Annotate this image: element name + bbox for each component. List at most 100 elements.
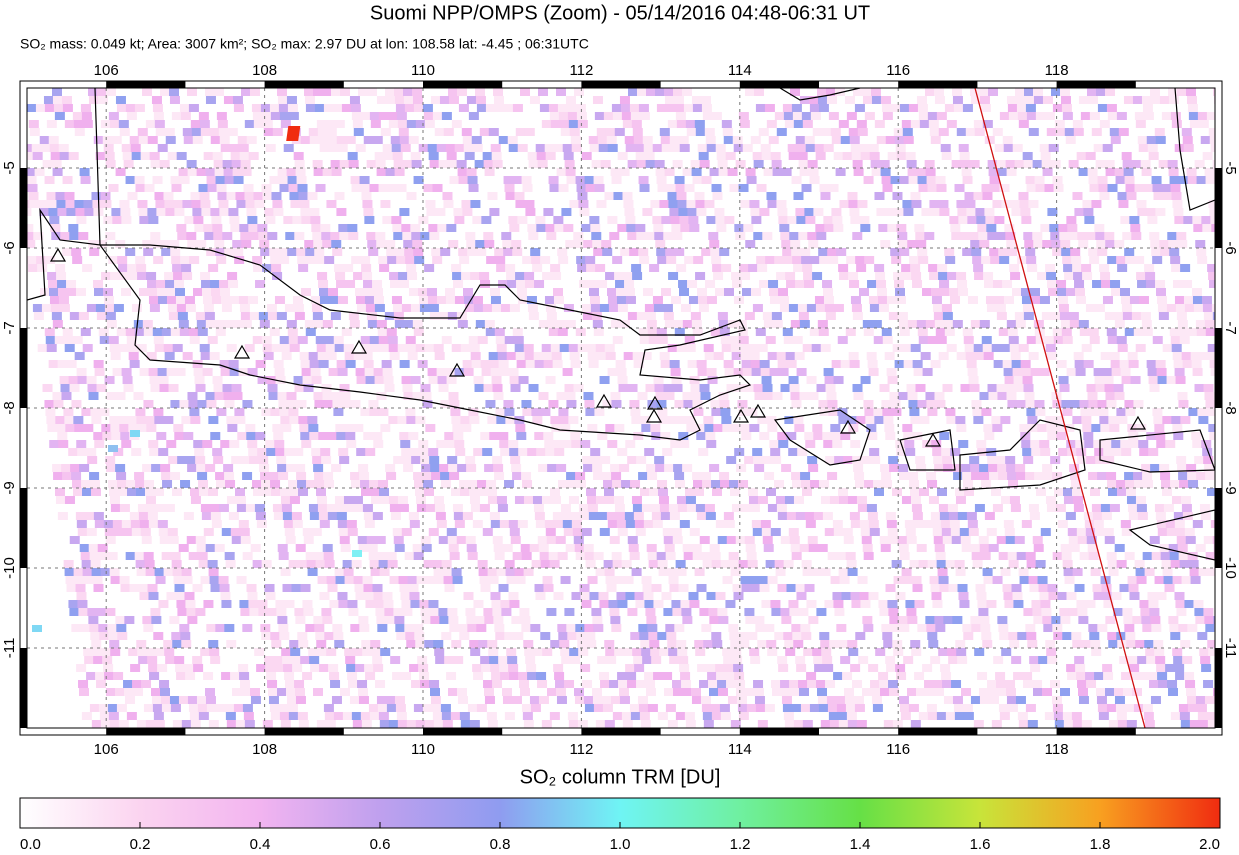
so2-pixel <box>812 272 823 280</box>
so2-pixel <box>911 272 922 280</box>
so2-pixel <box>1216 112 1226 120</box>
so2-pixel <box>609 232 620 240</box>
so2-pixel <box>393 160 404 168</box>
so2-pixel <box>583 240 594 248</box>
so2-pixel <box>1144 640 1155 648</box>
so2-pixel <box>110 504 121 512</box>
so2-pixel <box>633 656 644 664</box>
so2-pixel <box>454 520 465 528</box>
so2-pixel <box>992 128 1003 136</box>
so2-pixel <box>72 112 83 120</box>
so2-pixel <box>1016 472 1027 480</box>
so2-pixel <box>986 600 997 608</box>
so2-pixel <box>372 512 383 520</box>
so2-pixel <box>501 232 512 240</box>
so2-pixel <box>147 656 158 664</box>
so2-pixel <box>867 512 878 520</box>
so2-pixel <box>963 336 974 344</box>
so2-pixel <box>567 112 578 120</box>
so2-pixel <box>771 608 782 616</box>
so2-pixel <box>286 392 297 400</box>
so2-pixel <box>692 552 703 560</box>
so2-pixel <box>668 576 679 584</box>
so2-pixel <box>378 560 389 568</box>
so2-pixel <box>1178 328 1189 336</box>
so2-pixel <box>38 200 49 208</box>
so2-pixel <box>849 512 860 520</box>
so2-pixel <box>890 248 901 256</box>
so2-pixel <box>146 424 157 432</box>
so2-pixel <box>399 360 410 368</box>
so2-pixel <box>808 96 819 104</box>
so2-pixel <box>470 648 481 656</box>
so2-pixel <box>1148 448 1159 456</box>
so2-pixel <box>727 320 738 328</box>
so2-pixel <box>497 352 508 360</box>
so2-pixel <box>808 168 819 176</box>
so2-pixel <box>608 600 619 608</box>
so2-pixel <box>901 568 912 576</box>
so2-pixel <box>266 448 277 456</box>
so2-pixel <box>1025 472 1036 480</box>
so2-pixel <box>175 296 186 304</box>
so2-pixel <box>504 184 515 192</box>
so2-pixel <box>453 512 464 520</box>
so2-pixel <box>1129 216 1140 224</box>
so2-pixel <box>461 200 472 208</box>
so2-pixel <box>788 152 799 160</box>
so2-pixel <box>115 616 126 624</box>
so2-pixel <box>791 176 802 184</box>
so2-pixel <box>937 488 947 496</box>
so2-pixel <box>917 328 928 336</box>
so2-pixel <box>243 184 254 192</box>
so2-pixel <box>240 456 251 464</box>
so2-pixel <box>672 608 683 616</box>
so2-pixel <box>48 280 59 288</box>
so2-pixel <box>435 512 446 520</box>
so2-pixel <box>171 112 182 120</box>
so2-pixel <box>1088 472 1099 480</box>
so2-pixel <box>1027 264 1038 272</box>
so2-pixel <box>764 624 775 632</box>
so2-pixel <box>647 400 658 408</box>
so2-pixel <box>386 552 397 560</box>
so2-pixel <box>955 640 966 648</box>
so2-pixel <box>480 656 491 664</box>
so2-pixel <box>454 296 465 304</box>
so2-pixel <box>667 568 678 576</box>
so2-pixel <box>907 616 918 624</box>
so2-pixel <box>834 456 845 464</box>
so2-pixel <box>850 440 861 448</box>
so2-pixel <box>1150 464 1161 472</box>
so2-pixel <box>902 200 913 208</box>
so2-pixel <box>138 208 149 216</box>
so2-pixel <box>768 280 779 288</box>
so2-pixel <box>452 272 463 280</box>
so2-pixel <box>210 512 221 520</box>
so2-pixel <box>740 272 751 280</box>
so2-pixel <box>673 464 684 472</box>
so2-pixel <box>227 424 238 432</box>
so2-pixel <box>525 280 536 288</box>
so2-pixel <box>493 616 504 624</box>
so2-pixel <box>606 584 617 592</box>
so2-pixel <box>333 336 344 344</box>
so2-pixel <box>908 176 919 184</box>
so2-pixel <box>830 424 841 432</box>
so2-pixel <box>788 448 799 456</box>
so2-pixel <box>201 208 212 216</box>
so2-pixel <box>373 288 383 296</box>
so2-pixel <box>1173 208 1184 216</box>
so2-pixel <box>151 616 162 624</box>
so2-pixel <box>849 360 860 368</box>
so2-pixel <box>936 336 947 344</box>
so2-pixel <box>507 656 518 664</box>
so2-pixel <box>1087 392 1098 400</box>
so2-pixel <box>338 528 349 536</box>
so2-pixel <box>63 560 74 568</box>
so2-pixel <box>569 352 580 360</box>
so2-pixel <box>47 200 58 208</box>
so2-pixel <box>617 528 628 536</box>
so2-pixel <box>1129 296 1140 304</box>
so2-pixel <box>933 536 944 544</box>
